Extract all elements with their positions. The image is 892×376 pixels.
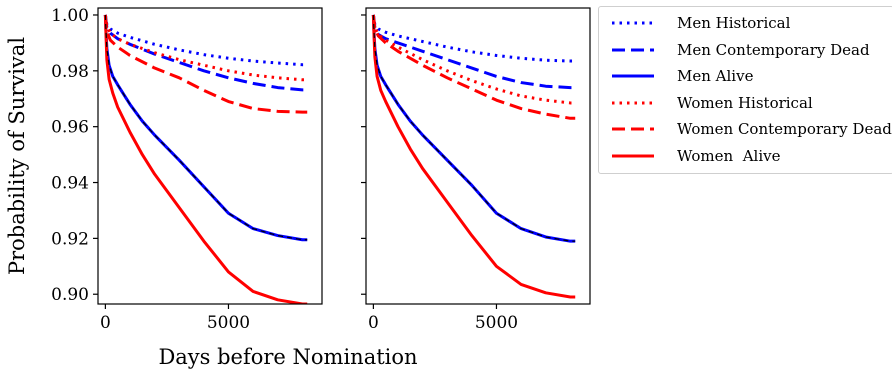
panel1-series-men-historical [103, 14, 308, 67]
legend-item: Men Alive [611, 66, 753, 86]
panel1-xtick-label: 0 [100, 313, 111, 333]
panel1-ytick-label: 0.90 [51, 285, 89, 305]
legend-swatch [612, 74, 654, 78]
panel2-series-women-historical [371, 14, 576, 105]
legend-item: Women Contemporary Dead [611, 119, 892, 139]
panel2-series-women-alive [371, 14, 576, 299]
panel1-ytick-label: 0.92 [51, 229, 89, 249]
legend-label: Women Alive [677, 146, 781, 165]
legend-label: Men Contemporary Dead [677, 40, 870, 59]
legend-label: Women Historical [677, 93, 813, 112]
panel1-frame [97, 7, 323, 305]
y-axis-label: Probability of Survival [5, 37, 29, 275]
legend-swatch [612, 127, 654, 131]
panel1-series-men-contemporary-dead [103, 14, 308, 92]
panel1-ytick-label: 0.98 [51, 62, 89, 82]
panel2-series-men-alive [371, 14, 576, 243]
legend-label: Women Contemporary Dead [677, 120, 892, 138]
panel2-xtick-label: 0 [368, 313, 379, 333]
panel2-men-alive-overlay [372, 14, 576, 242]
legend-swatch [612, 48, 654, 51]
x-axis-label: Days before Nomination [158, 345, 417, 369]
legend-swatch [612, 101, 654, 104]
legend-item: Men Historical [611, 13, 790, 33]
legend-item: Women Alive [611, 146, 781, 166]
panel1-series-women-contemporary-dead [103, 14, 308, 114]
panel2-series-men-historical [371, 14, 576, 63]
legend-swatch [612, 21, 654, 25]
panel1-series-men-alive [103, 14, 308, 242]
legend-swatch [612, 154, 654, 157]
legend-item: Men Contemporary Dead [611, 40, 870, 60]
legend-item: Women Historical [611, 93, 813, 113]
panel1-ytick-label: 0.96 [51, 118, 89, 138]
panel2-series-women-contemporary-dead [371, 14, 576, 120]
legend: Men Historical Men Contemporary Dead Men A… [598, 6, 892, 174]
legend-label: Men Alive [677, 67, 754, 85]
panel2-xtick-label: 5000 [475, 313, 518, 333]
panel1-series-women-alive [103, 14, 308, 304]
panel2-frame [365, 7, 591, 305]
panel1-ytick-label: 0.94 [51, 174, 89, 194]
panel1-xtick-label: 5000 [207, 313, 250, 333]
panel1-ytick-label: 1.00 [51, 6, 89, 26]
panel1-men-alive-overlay [104, 14, 308, 241]
legend-label: Men Historical [677, 14, 791, 32]
